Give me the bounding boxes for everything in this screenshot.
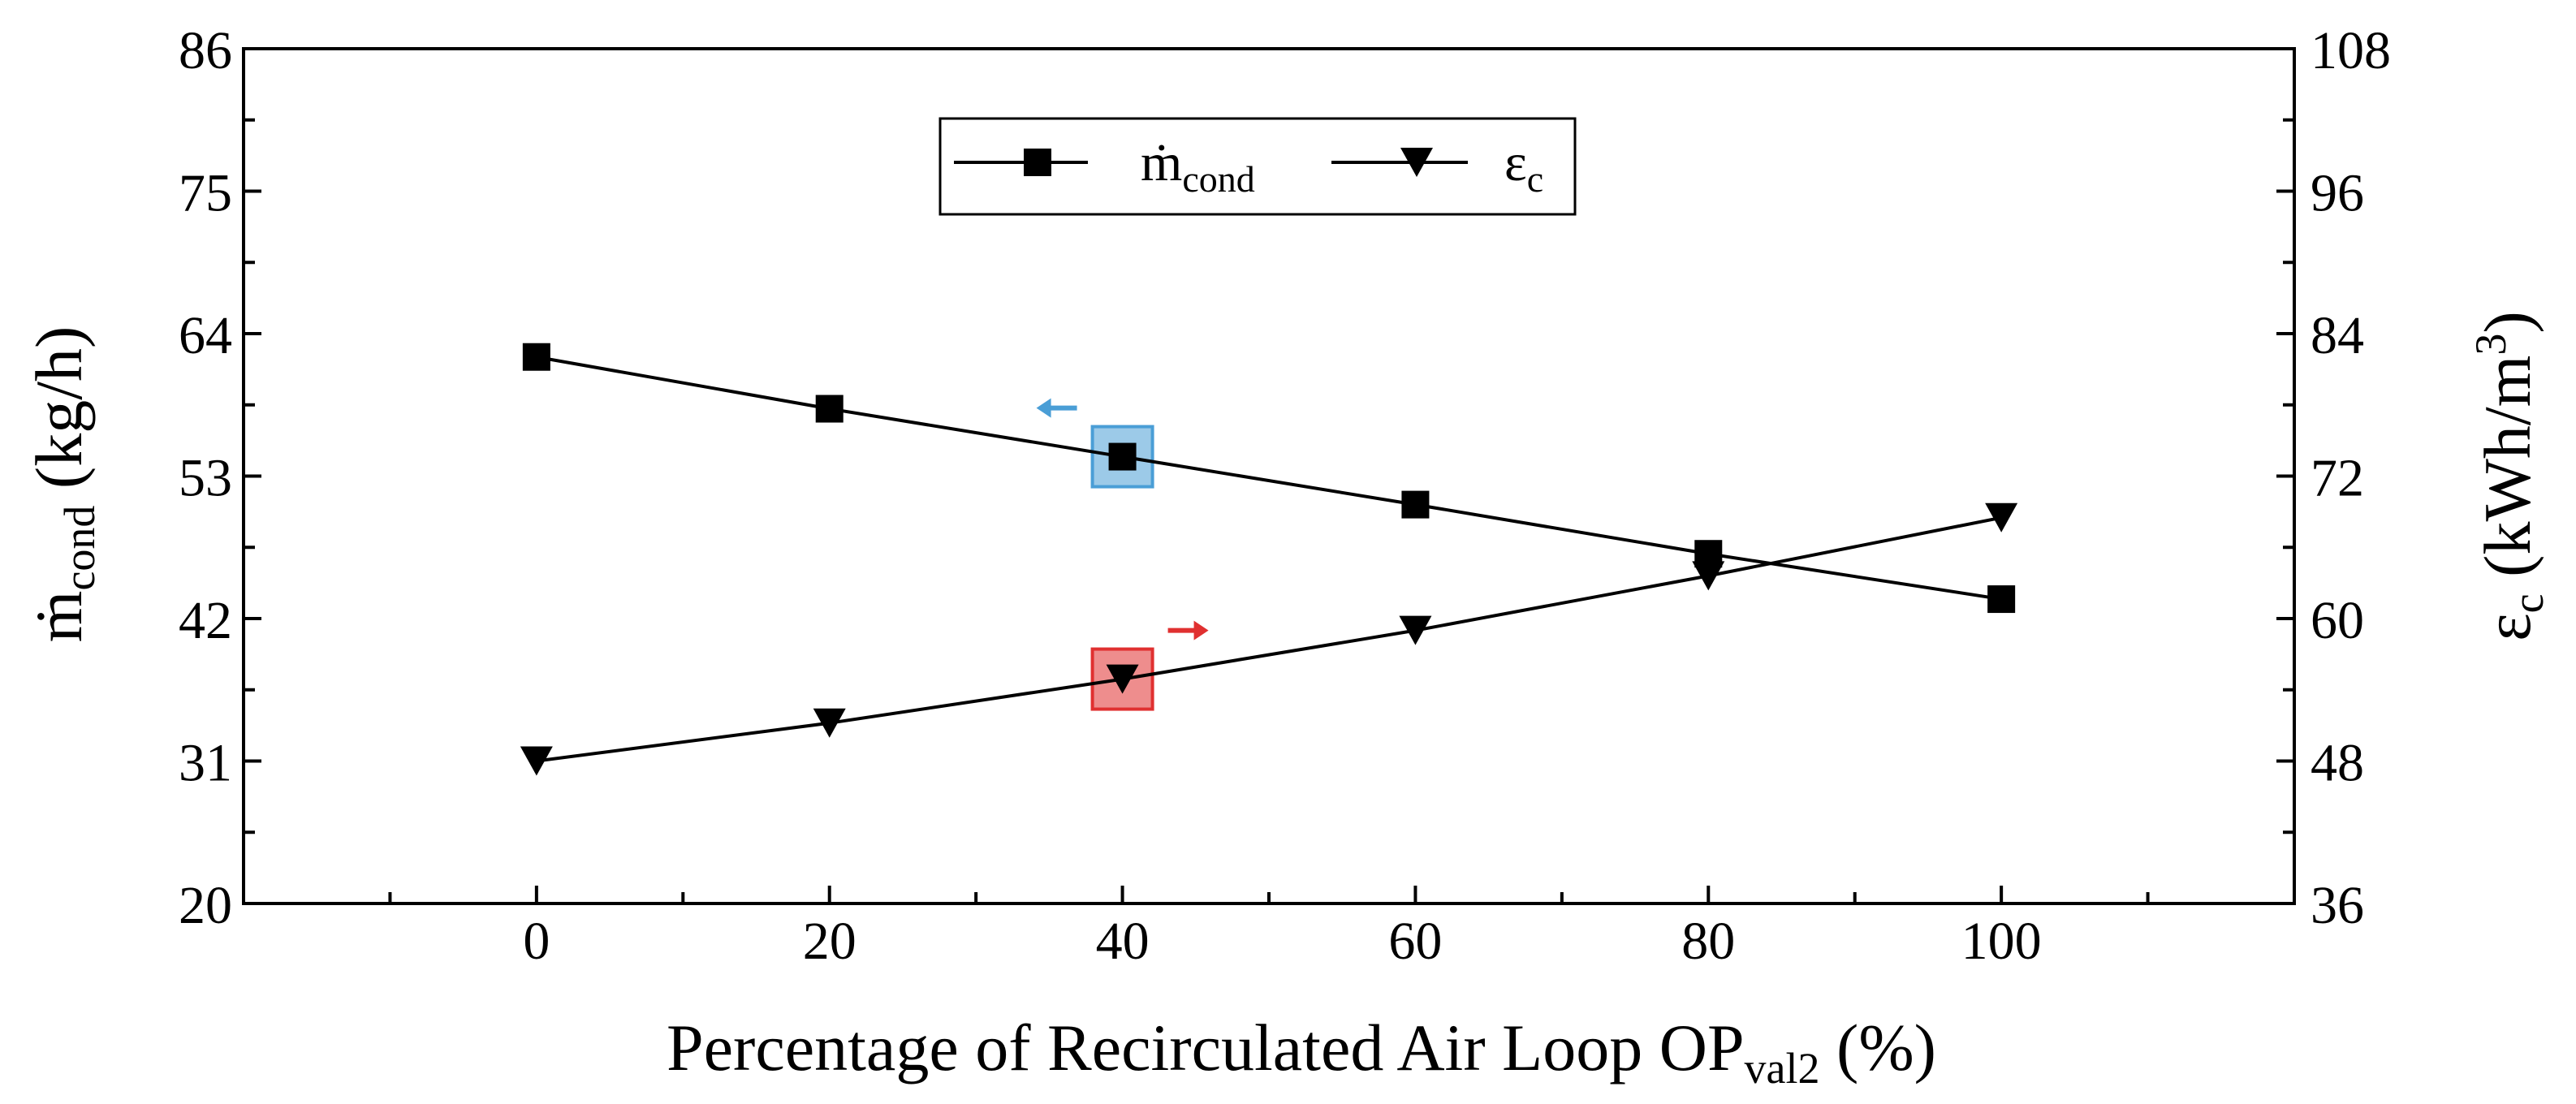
legend-label: εc bbox=[1504, 133, 1543, 200]
y-right-tick-label: 72 bbox=[2311, 449, 2364, 508]
data-point bbox=[520, 746, 553, 776]
right-axis-arrow-icon bbox=[1167, 620, 1209, 640]
data-point bbox=[1985, 502, 2018, 533]
y-right-tick-label: 84 bbox=[2311, 306, 2364, 365]
data-point bbox=[1108, 442, 1137, 471]
y-left-tick-label: 31 bbox=[179, 734, 232, 793]
data-point bbox=[1401, 490, 1430, 519]
y-right-tick-label: 60 bbox=[2311, 591, 2364, 650]
x-tick-label: 40 bbox=[1096, 912, 1150, 971]
series-0 bbox=[522, 343, 2016, 614]
data-point bbox=[813, 708, 846, 738]
series-line bbox=[536, 355, 2002, 602]
series-1 bbox=[520, 502, 2018, 776]
x-tick-label: 60 bbox=[1388, 912, 1442, 971]
data-point bbox=[1692, 561, 1725, 591]
arrow-head bbox=[1193, 620, 1209, 640]
y-left-tick-label: 64 bbox=[179, 306, 232, 365]
data-point bbox=[522, 343, 550, 371]
left-axis-arrow-icon bbox=[1036, 398, 1077, 418]
legend: ṁcond εc bbox=[938, 117, 1577, 216]
legend-label: ṁcond bbox=[1141, 133, 1255, 200]
y-left-tick-label: 86 bbox=[179, 21, 232, 80]
y-right-axis-title: εc (kWh/m3) bbox=[2466, 311, 2552, 641]
y-right-tick-label: 108 bbox=[2311, 21, 2391, 80]
y-right-tick-label: 36 bbox=[2311, 876, 2364, 935]
y-left-tick-label: 20 bbox=[179, 876, 232, 935]
legend-marker bbox=[1024, 149, 1051, 176]
x-axis-title: Percentage of Recirculated Air Loop OPva… bbox=[667, 1011, 1936, 1093]
data-point bbox=[1987, 585, 2016, 614]
legend-entry-0: ṁcond bbox=[954, 133, 1255, 200]
y-left-axis-title: ṁcond (kg/h) bbox=[22, 326, 104, 643]
data-point bbox=[1106, 664, 1139, 694]
x-tick-label: 0 bbox=[523, 912, 550, 971]
series-line bbox=[536, 515, 2002, 763]
legend-marker bbox=[1400, 148, 1433, 177]
arrow-head bbox=[1036, 398, 1051, 418]
y-right-tick-label: 96 bbox=[2311, 164, 2364, 223]
y-left-tick-label: 75 bbox=[179, 164, 232, 223]
data-point bbox=[815, 395, 844, 423]
data-point bbox=[1399, 615, 1432, 645]
y-left-tick-label: 53 bbox=[179, 449, 232, 508]
y-right-tick-label: 48 bbox=[2311, 734, 2364, 793]
x-tick-label: 20 bbox=[803, 912, 857, 971]
x-tick-label: 80 bbox=[1681, 912, 1735, 971]
y-left-tick-label: 42 bbox=[179, 591, 232, 650]
x-tick-label: 100 bbox=[1961, 912, 2042, 971]
legend-entry-1: εc bbox=[1331, 133, 1543, 200]
